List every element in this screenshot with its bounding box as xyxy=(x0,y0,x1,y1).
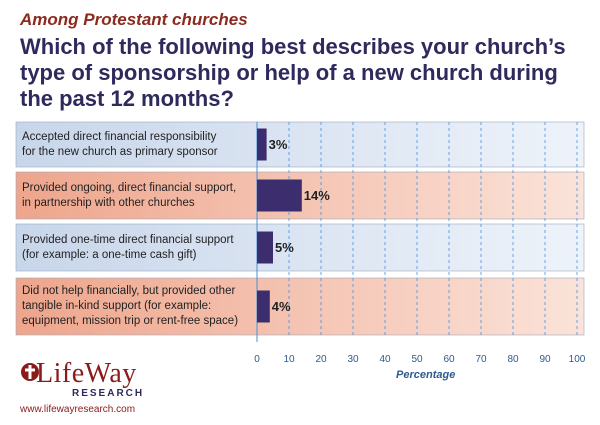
x-tick-label: 50 xyxy=(411,354,423,365)
row-background xyxy=(15,223,585,272)
row-background xyxy=(15,121,585,168)
category-label-line: Did not help financially, but provided o… xyxy=(22,285,236,297)
bar xyxy=(257,231,273,264)
category-label-line: (for example: a one-time cash gift) xyxy=(22,248,197,261)
category-label: Provided ongoing, direct financial suppo… xyxy=(22,181,254,211)
x-tick-label: 90 xyxy=(539,354,551,365)
bar xyxy=(257,179,302,212)
x-tick-label: 60 xyxy=(443,354,455,365)
bar-value-label: 4% xyxy=(271,298,291,314)
category-label-line: Provided ongoing, direct financial suppo… xyxy=(22,181,237,194)
row-background xyxy=(15,277,585,336)
bar-value-label: 5% xyxy=(275,239,294,255)
x-tick-label: 20 xyxy=(315,354,327,365)
website-url[interactable]: www.lifewayresearch.com xyxy=(20,404,136,415)
x-tick-label: 30 xyxy=(347,354,359,365)
x-tick-label: 70 xyxy=(475,354,487,365)
category-label-line: tangible in-kind support (for example: xyxy=(22,300,212,312)
x-tick-label: 0 xyxy=(254,354,260,365)
logo-text: LifeWay xyxy=(36,358,137,389)
logo-cross-icon xyxy=(21,363,39,381)
x-axis-label: Percentage xyxy=(396,369,456,381)
x-tick-label: 40 xyxy=(379,354,391,365)
category-label-line: Accepted direct financial responsibility xyxy=(22,130,217,143)
category-label: Did not help financially, but provided o… xyxy=(22,284,254,329)
category-label: Provided one-time direct financial suppo… xyxy=(22,233,254,263)
category-label-line: Provided one-time direct financial suppo… xyxy=(22,233,234,246)
bar-value-label: 14% xyxy=(303,187,330,203)
x-tick-label: 10 xyxy=(283,354,295,365)
bar xyxy=(257,290,270,323)
bar xyxy=(257,128,267,161)
logo-subtext: RESEARCH xyxy=(72,388,145,399)
category-label-line: in partnership with other churches xyxy=(22,196,195,209)
category-label-line: for the new church as primary sponsor xyxy=(22,145,218,158)
x-tick-label: 100 xyxy=(569,354,586,365)
bar-value-label: 3% xyxy=(268,136,288,152)
category-label-line: equipment, mission trip or rent-free spa… xyxy=(22,315,239,327)
chart-title: Which of the following best describes yo… xyxy=(20,34,566,111)
category-label: Accepted direct financial responsibility… xyxy=(22,130,254,160)
chart-subtitle: Among Protestant churches xyxy=(20,10,248,29)
x-tick-label: 80 xyxy=(507,354,519,365)
